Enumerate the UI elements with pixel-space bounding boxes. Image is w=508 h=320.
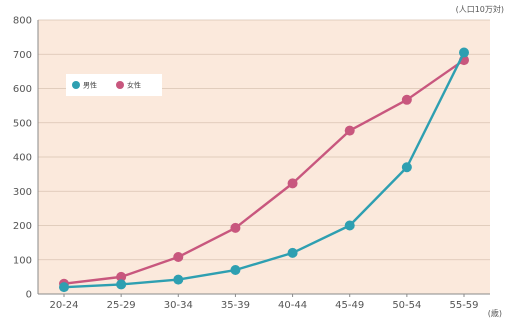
x-tick-label: 55-59 bbox=[449, 300, 478, 311]
data-point bbox=[287, 247, 298, 258]
data-point bbox=[173, 252, 184, 263]
legend-box bbox=[66, 74, 162, 96]
data-point bbox=[116, 271, 127, 282]
axes bbox=[37, 20, 490, 295]
y-tick-label: 500 bbox=[13, 118, 32, 129]
data-point bbox=[401, 162, 412, 173]
y-tick-label: 200 bbox=[13, 221, 32, 232]
data-point bbox=[173, 274, 184, 285]
data-point bbox=[344, 220, 355, 231]
x-tick-label: 25-29 bbox=[107, 300, 136, 311]
x-tick-label: 50-54 bbox=[392, 300, 421, 311]
x-tick-label: 20-24 bbox=[49, 300, 78, 311]
data-point bbox=[116, 279, 127, 290]
y-tick-label: 800 bbox=[13, 16, 32, 27]
y-tick-label: 400 bbox=[13, 153, 32, 164]
legend: 男性 女性 bbox=[66, 74, 162, 96]
data-point bbox=[230, 265, 241, 276]
legend-swatch bbox=[72, 81, 80, 89]
data-point bbox=[230, 222, 241, 233]
data-point bbox=[59, 282, 69, 293]
y-unit-label: (人口10万対) bbox=[456, 4, 504, 14]
y-tick-label: 700 bbox=[13, 50, 32, 61]
x-tick-label: 30-34 bbox=[164, 300, 193, 311]
x-tick-label: 45-49 bbox=[335, 300, 364, 311]
grid-lines bbox=[38, 19, 490, 261]
y-tick-label: 100 bbox=[13, 255, 32, 266]
legend-label: 男性 bbox=[83, 81, 97, 90]
series-0 bbox=[59, 47, 469, 293]
x-tick-label: 40-44 bbox=[278, 300, 307, 311]
x-tick-labels: 20-24 25-29 30-34 35-39 40-44 45-49 50-54 55-59 bbox=[49, 294, 479, 311]
x-tick-label: 35-39 bbox=[221, 300, 250, 311]
x-unit-label: (歳) bbox=[488, 308, 502, 318]
series-1 bbox=[59, 55, 469, 289]
legend-label: 女性 bbox=[127, 81, 141, 90]
y-tick-label: 0 bbox=[26, 290, 32, 301]
data-point bbox=[344, 125, 355, 136]
y-tick-label: 300 bbox=[13, 187, 32, 198]
series bbox=[59, 47, 469, 293]
series-line bbox=[63, 59, 465, 285]
series-line bbox=[63, 52, 466, 289]
y-tick-label: 600 bbox=[13, 84, 32, 95]
data-point bbox=[287, 178, 298, 189]
legend-swatch bbox=[116, 81, 124, 89]
data-point bbox=[401, 94, 412, 105]
y-tick-labels: 0 100 200 300 400 500 600 700 800 bbox=[13, 16, 32, 301]
data-point bbox=[459, 47, 469, 58]
